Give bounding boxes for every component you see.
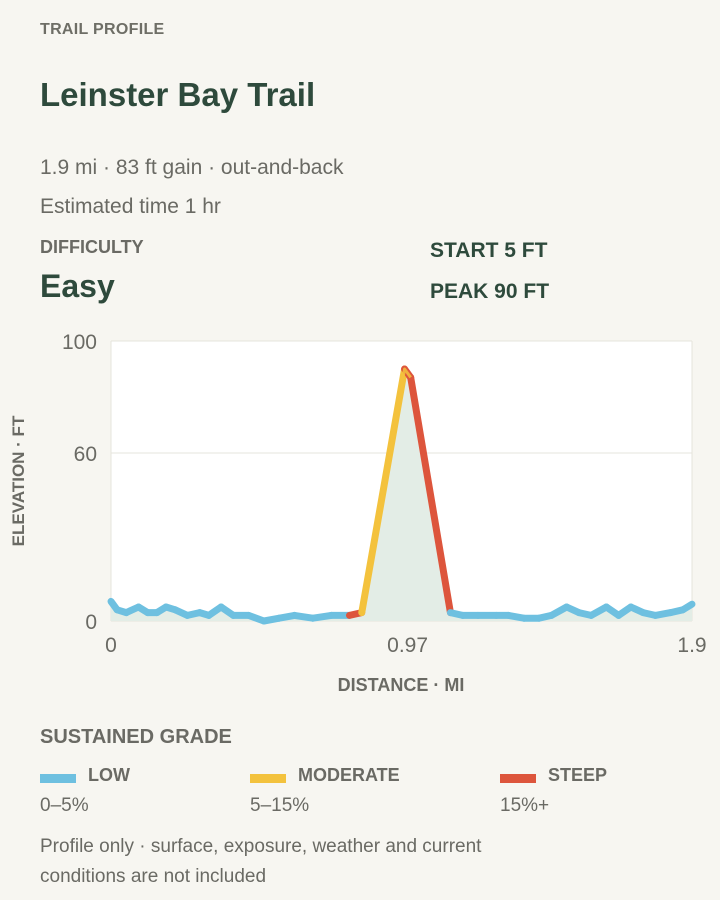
y-axis-ticks: 0 60 100 xyxy=(62,331,97,634)
x-axis-label: DISTANCE · MI xyxy=(338,675,465,695)
difficulty-value: Easy xyxy=(40,268,115,304)
elevation-segment xyxy=(679,600,696,614)
peak-elevation: PEAK 90 FT xyxy=(430,280,550,303)
legend-name: LOW xyxy=(88,765,130,785)
difficulty-label: DIFFICULTY xyxy=(40,237,144,257)
low-grade-swatch xyxy=(40,774,76,783)
elevation-line xyxy=(107,365,696,625)
grade-legend-title: SUSTAINED GRADE xyxy=(40,726,232,748)
y-tick-label: 60 xyxy=(74,443,97,466)
elevation-chart: 0 60 100 0 0.97 1.9 DISTANCE · MI ELEVATION … xyxy=(9,331,707,695)
estimated-time: Estimated time 1 hr xyxy=(40,195,221,218)
legend-range: 0–5% xyxy=(40,795,89,816)
footnote: Profile only · surface, exposure, weathe… xyxy=(40,836,482,887)
start-elevation: START 5 FT xyxy=(430,239,548,262)
elevation-segment xyxy=(407,373,454,617)
legend-range: 5–15% xyxy=(250,795,310,816)
legend-range: 15%+ xyxy=(500,795,550,816)
steep-grade-swatch xyxy=(500,774,536,783)
y-tick-label: 100 xyxy=(62,331,97,354)
x-axis-ticks: 0 0.97 1.9 xyxy=(105,634,706,657)
moderate-grade-swatch xyxy=(250,774,286,783)
trail-title: Leinster Bay Trail xyxy=(40,76,316,113)
peak-highlight xyxy=(360,367,412,613)
section-eyebrow: TRAIL PROFILE xyxy=(40,21,165,38)
x-tick-label: 0 xyxy=(105,634,117,657)
x-tick-label: 1.9 xyxy=(677,634,706,657)
y-axis-label: ELEVATION · FT xyxy=(9,415,28,546)
elevation-area xyxy=(111,369,692,621)
x-tick-label: 0.97 xyxy=(387,634,428,657)
legend-name: STEEP xyxy=(548,765,608,785)
legend-name: MODERATE xyxy=(298,765,400,785)
y-tick-label: 0 xyxy=(85,611,97,634)
trail-meta: 1.9 mi · 83 ft gain · out-and-back xyxy=(40,156,344,179)
